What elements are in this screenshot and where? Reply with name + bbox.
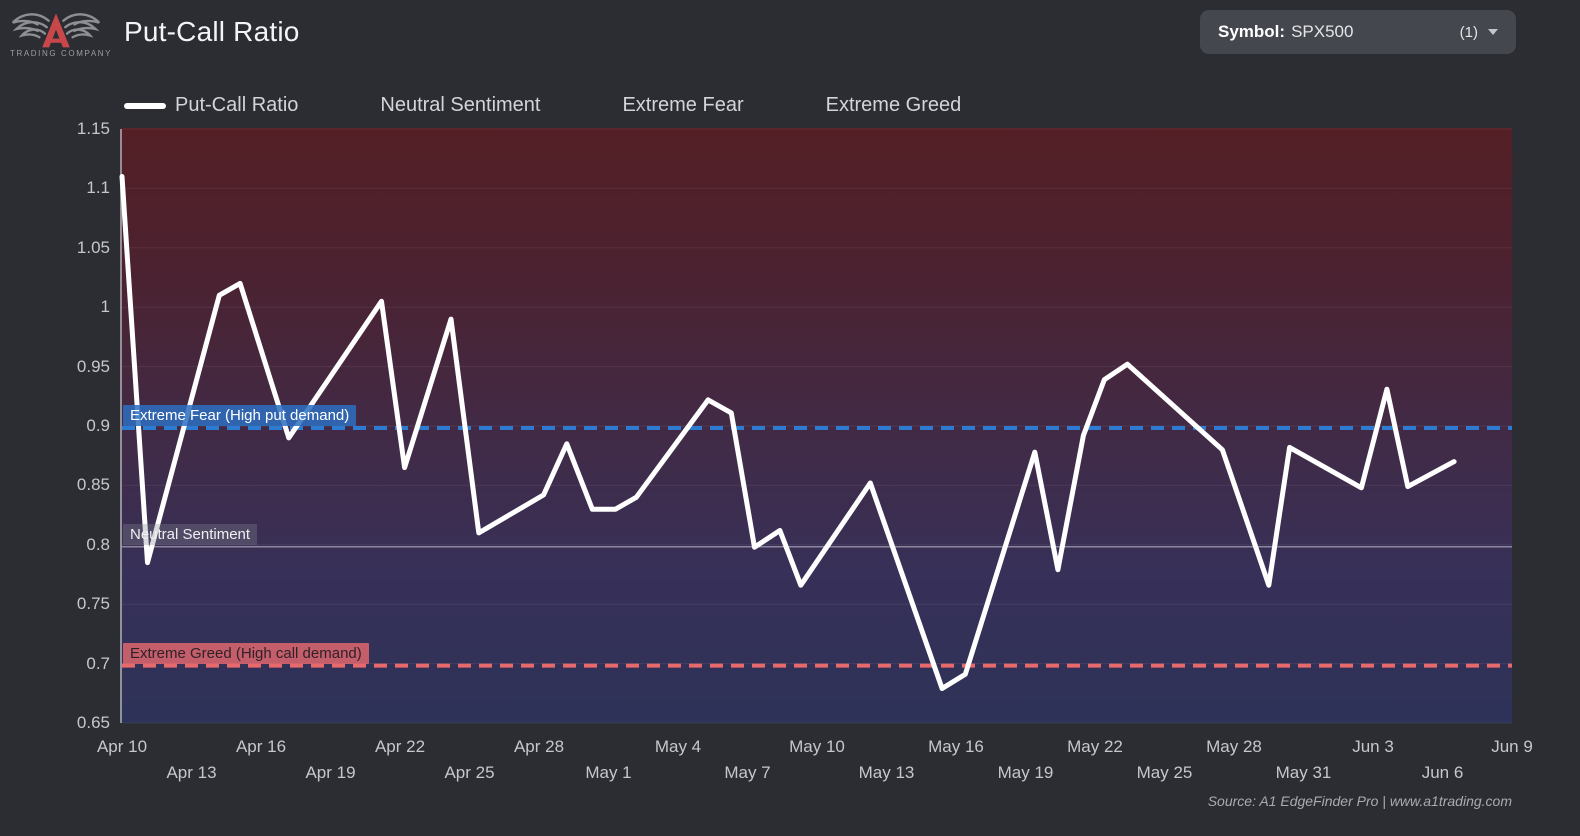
x-tick-label: Apr 19 [305,763,356,782]
x-tick-label: May 22 [1067,737,1123,756]
symbol-selector-value: SPX500 [1291,22,1354,41]
y-tick-label: 0.65 [76,713,110,732]
x-tick-label: May 10 [789,737,845,756]
x-tick-label: Apr 22 [374,737,426,756]
y-tick-label: 1.05 [76,237,110,257]
legend-item-extreme-fear[interactable]: Extreme Fear [622,94,743,117]
legend-label: Put-Call Ratio [175,94,299,116]
y-tick-label: 0.9 [86,416,110,435]
x-tick-label: Jun 6 [1421,763,1464,782]
x-tick-label: May 13 [858,763,915,782]
symbol-selector-count: (1) [1459,23,1478,41]
x-tick-label: May 7 [724,763,771,782]
y-tick-label: 0.75 [76,594,110,614]
legend-item-extreme-greed[interactable]: Extreme Greed [826,94,962,117]
extreme-fear-annotation-label: Extreme Fear (High put demand) [123,405,357,426]
logo-company-text: TRADING COMPANY [10,49,113,58]
y-tick-label: 0.8 [86,534,110,554]
source-attribution: Source: A1 EdgeFinder Pro | www.a1tradin… [1207,793,1512,809]
x-tick-label: Apr 16 [235,737,287,756]
legend-label: Extreme Fear [622,94,744,116]
symbol-selector-label: Symbol: [1218,22,1286,41]
legend-item-put-call-ratio[interactable]: Put-Call Ratio [124,94,298,117]
x-tick-label: May 25 [1136,763,1193,782]
x-tick-label: Jun 3 [1352,737,1394,756]
chart-legend: Put-Call Ratio Neutral Sentiment Extreme… [124,94,961,117]
x-tick-label: Apr 13 [166,763,217,782]
symbol-selector[interactable]: Symbol: SPX500 (1) [1200,10,1516,54]
x-tick-label: May 4 [654,737,702,756]
extreme-greed-annotation-label: Extreme Greed (High call demand) [123,642,369,664]
legend-item-neutral-sentiment[interactable]: Neutral Sentiment [380,94,540,117]
x-tick-label: May 28 [1206,737,1262,756]
x-tick-label: Apr 28 [513,737,565,756]
page-title: Put-Call Ratio [124,16,300,47]
x-tick-label: May 16 [928,737,984,756]
y-tick-label: 1.15 [76,119,110,138]
legend-label: Neutral Sentiment [380,94,541,116]
y-tick-label: 0.85 [76,475,110,495]
x-tick-label: Apr 25 [444,763,495,782]
y-tick-label: 0.7 [86,653,110,673]
y-tick-label: 1 [100,297,110,317]
x-tick-label: Apr 10 [96,737,148,756]
dropdown-caret-icon[interactable] [1488,29,1498,35]
x-tick-label: Jun 9 [1491,737,1533,756]
y-tick-label: 1.1 [86,178,110,198]
x-tick-label: May 19 [997,763,1054,782]
legend-label: Extreme Greed [825,94,962,116]
a1-trading-logo: TRADING COMPANY [10,7,113,59]
neutral-sentiment-annotation-label: Neutral Sentiment [123,523,258,545]
x-tick-label: May 1 [585,763,632,782]
y-tick-label: 0.95 [76,356,110,376]
a1-logo-wings-icon [11,13,101,48]
put-call-ratio-line-swatch [124,102,166,109]
x-tick-label: May 31 [1275,763,1332,782]
